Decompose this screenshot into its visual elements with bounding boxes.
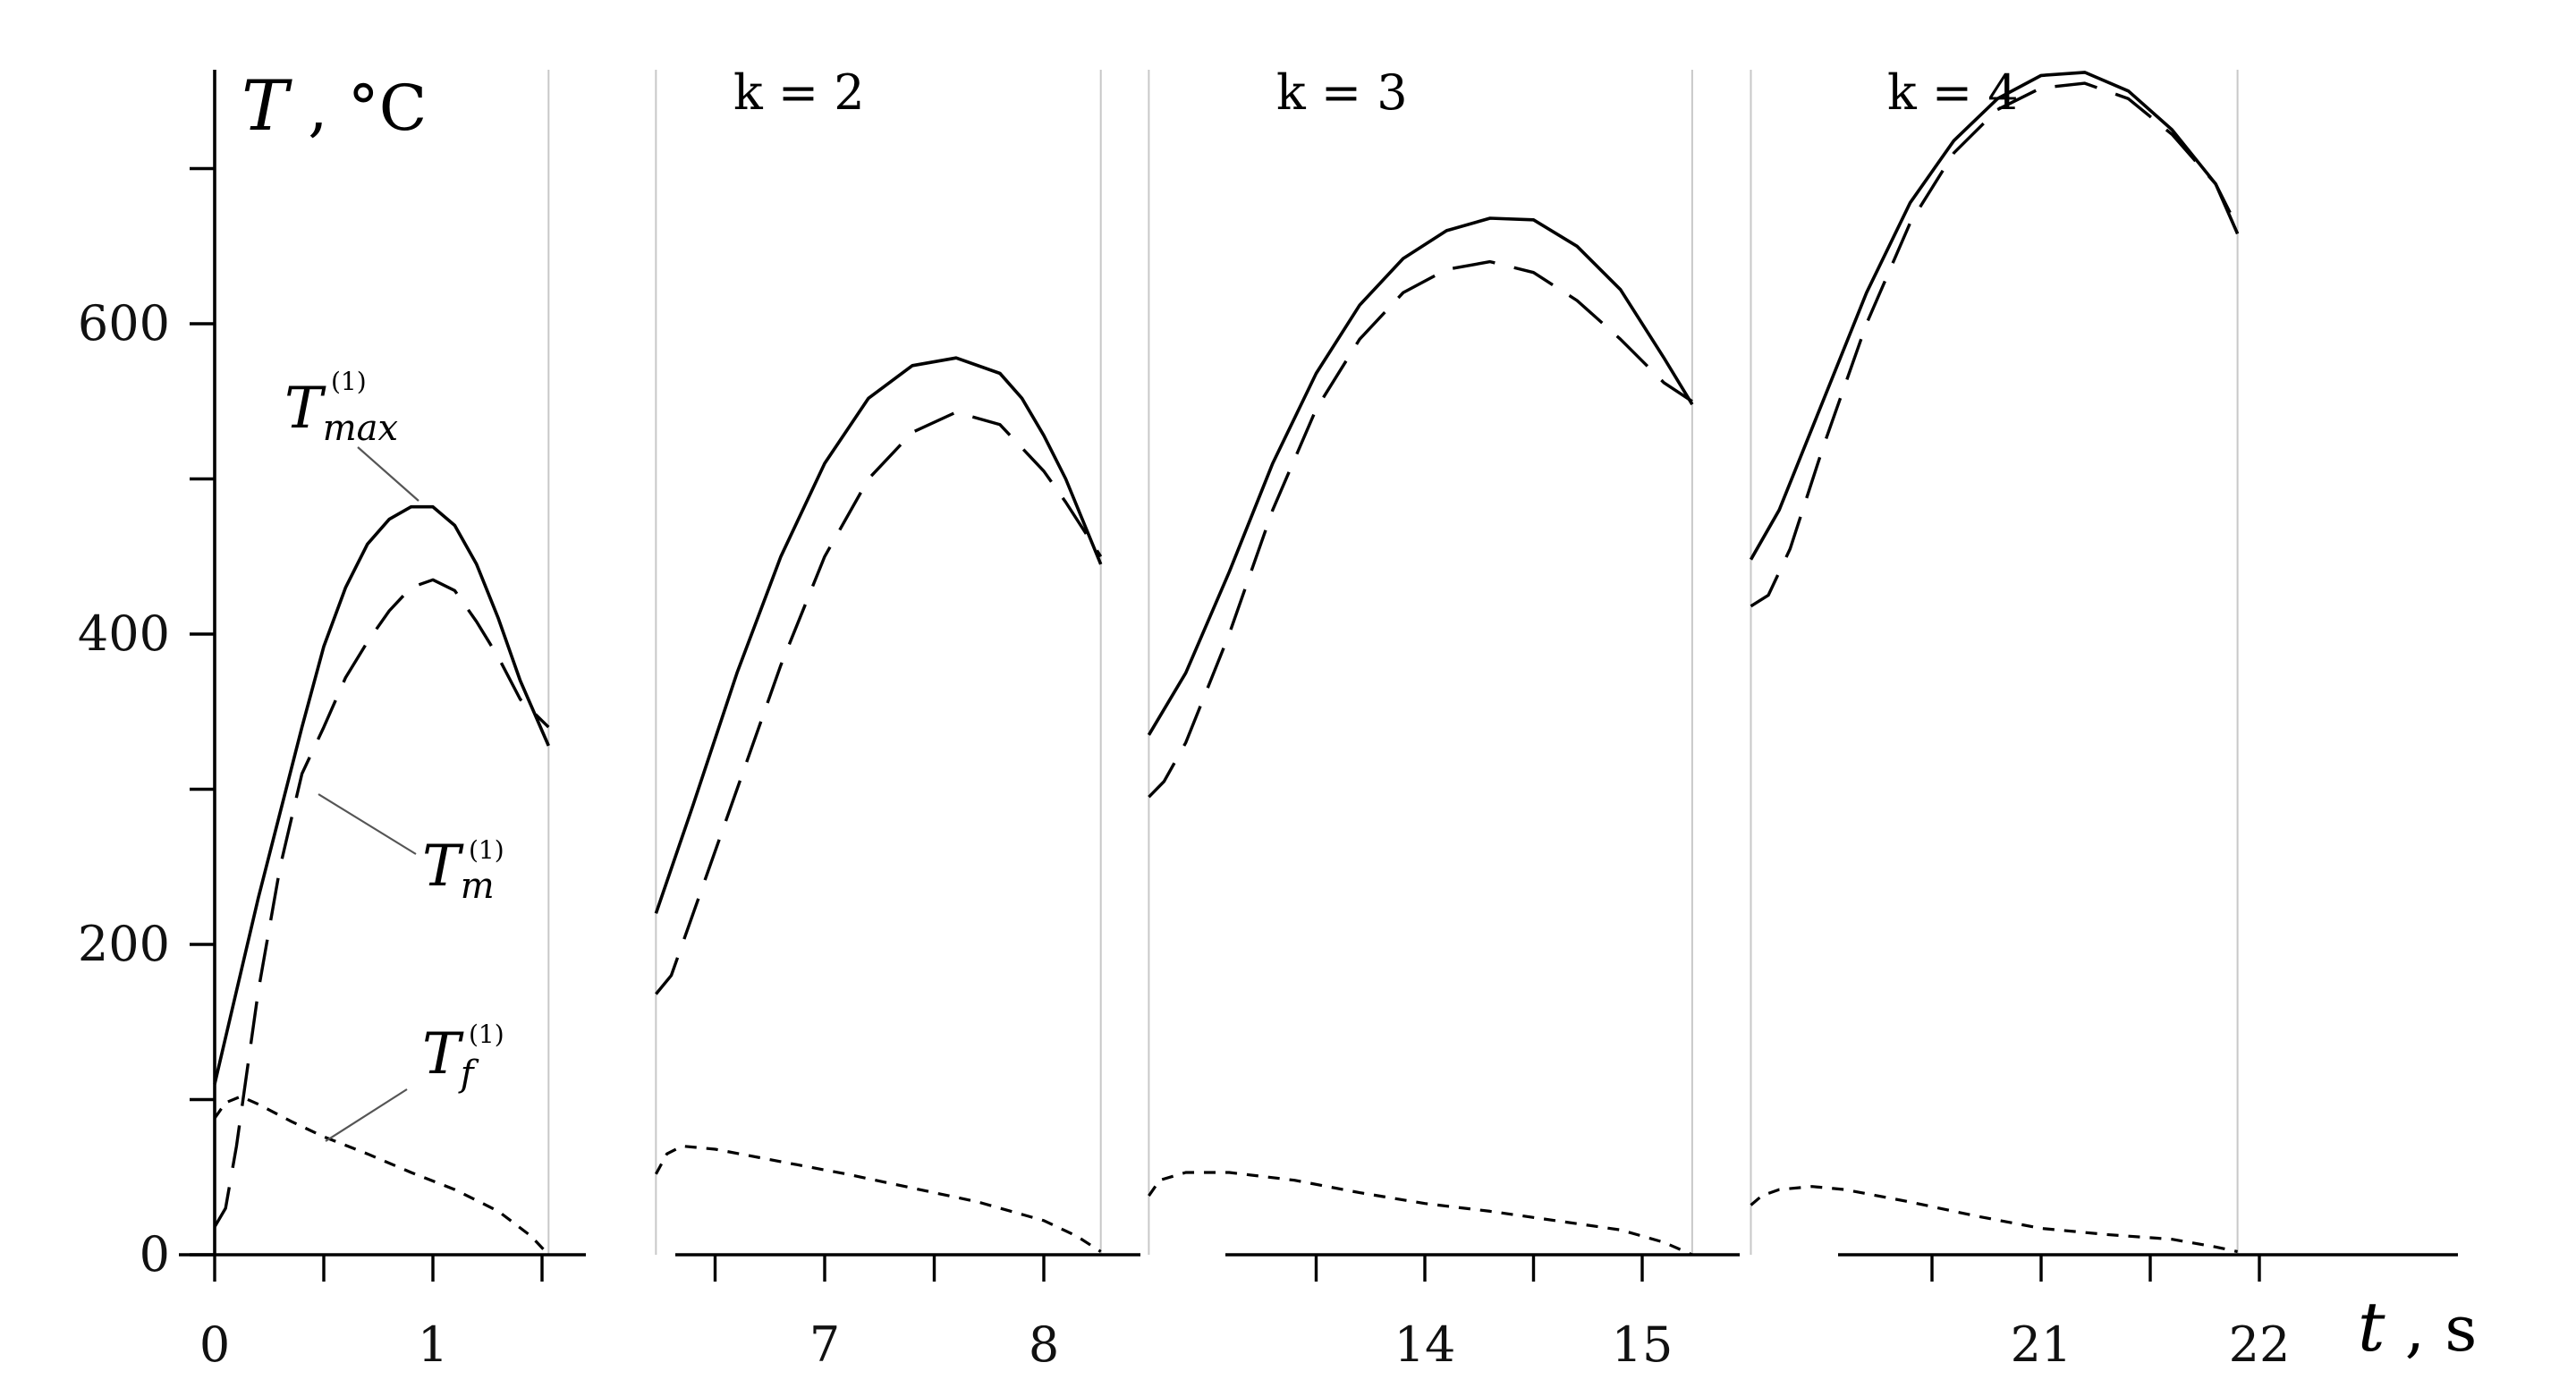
- y-tick-label: 0: [140, 1226, 170, 1282]
- series-label-tmax-sup: (1): [331, 367, 367, 396]
- series-f-panel-4: [1750, 1185, 2238, 1254]
- series-m-panel-4: [1750, 81, 2240, 608]
- series-label-tm-base: T: [422, 834, 464, 900]
- series-max-panel-2: [654, 356, 1103, 914]
- series-max-panel-4: [1749, 71, 2240, 561]
- series-label-tf-base: T: [422, 1021, 464, 1088]
- labels: T , °C t , s k = 2 k = 3 k = 4 Tmax (1) …: [78, 64, 2477, 1373]
- series-m-panel-3: [1148, 259, 1693, 799]
- series-label-tmax-base: T: [284, 376, 326, 442]
- x-tick-label: 14: [1394, 1316, 1456, 1373]
- series-label-tmax-sub: max: [323, 408, 398, 449]
- x-tick-label: 0: [199, 1316, 230, 1373]
- x-tick-label: 22: [2229, 1316, 2291, 1373]
- y-axis-sep: ,: [288, 72, 348, 145]
- x-tick-label: 7: [809, 1316, 840, 1373]
- axes: [179, 70, 2458, 1282]
- series-label-tf-sub: f: [458, 1054, 479, 1095]
- series-label-tmax: Tmax: [284, 376, 398, 449]
- x-axis-unit: s: [2445, 1292, 2477, 1366]
- x-tick-label: 15: [1612, 1316, 1674, 1373]
- y-axis-title: T , °C: [242, 66, 427, 147]
- panel-label-k4: k = 4: [1887, 64, 2019, 121]
- series-label-tf: Tf: [422, 1021, 479, 1095]
- series-f-panel-3: [1148, 1171, 1693, 1257]
- series-f-panel-1: [213, 1095, 550, 1257]
- leader-line-tf: [325, 1088, 408, 1142]
- x-tick-label: 8: [1029, 1316, 1059, 1373]
- series-label-tm-sup: (1): [469, 835, 504, 865]
- panel-label-k2: k = 2: [733, 64, 865, 121]
- y-tick-label: 200: [78, 916, 170, 972]
- series-max-panel-3: [1147, 216, 1694, 736]
- series-label-tf-sup: (1): [469, 1020, 504, 1049]
- cycle-guides: [214, 70, 2239, 1255]
- series-f-panel-2: [654, 1144, 1102, 1253]
- leader-line-tm: [318, 793, 417, 855]
- y-axis-unit: °C: [348, 72, 428, 145]
- curves: [213, 71, 2240, 1257]
- leader-line-tmax: [357, 446, 419, 502]
- panel-label-k3: k = 3: [1276, 64, 1408, 121]
- x-tick-label: 1: [418, 1316, 448, 1373]
- x-axis-title: t , s: [2358, 1287, 2477, 1367]
- series-label-tm: Tm: [422, 834, 495, 907]
- series-label-tm-sub: m: [461, 866, 495, 907]
- y-tick-label: 400: [78, 605, 170, 662]
- x-axis-symbol: t: [2358, 1287, 2385, 1367]
- x-axis-sep: ,: [2385, 1292, 2445, 1366]
- y-tick-label: 600: [78, 295, 170, 351]
- series-max-panel-1: [213, 504, 550, 1085]
- y-axis-symbol: T: [242, 66, 292, 147]
- series-m-panel-1: [213, 578, 550, 1228]
- x-tick-label: 21: [2011, 1316, 2072, 1373]
- series-m-panel-2: [655, 410, 1103, 995]
